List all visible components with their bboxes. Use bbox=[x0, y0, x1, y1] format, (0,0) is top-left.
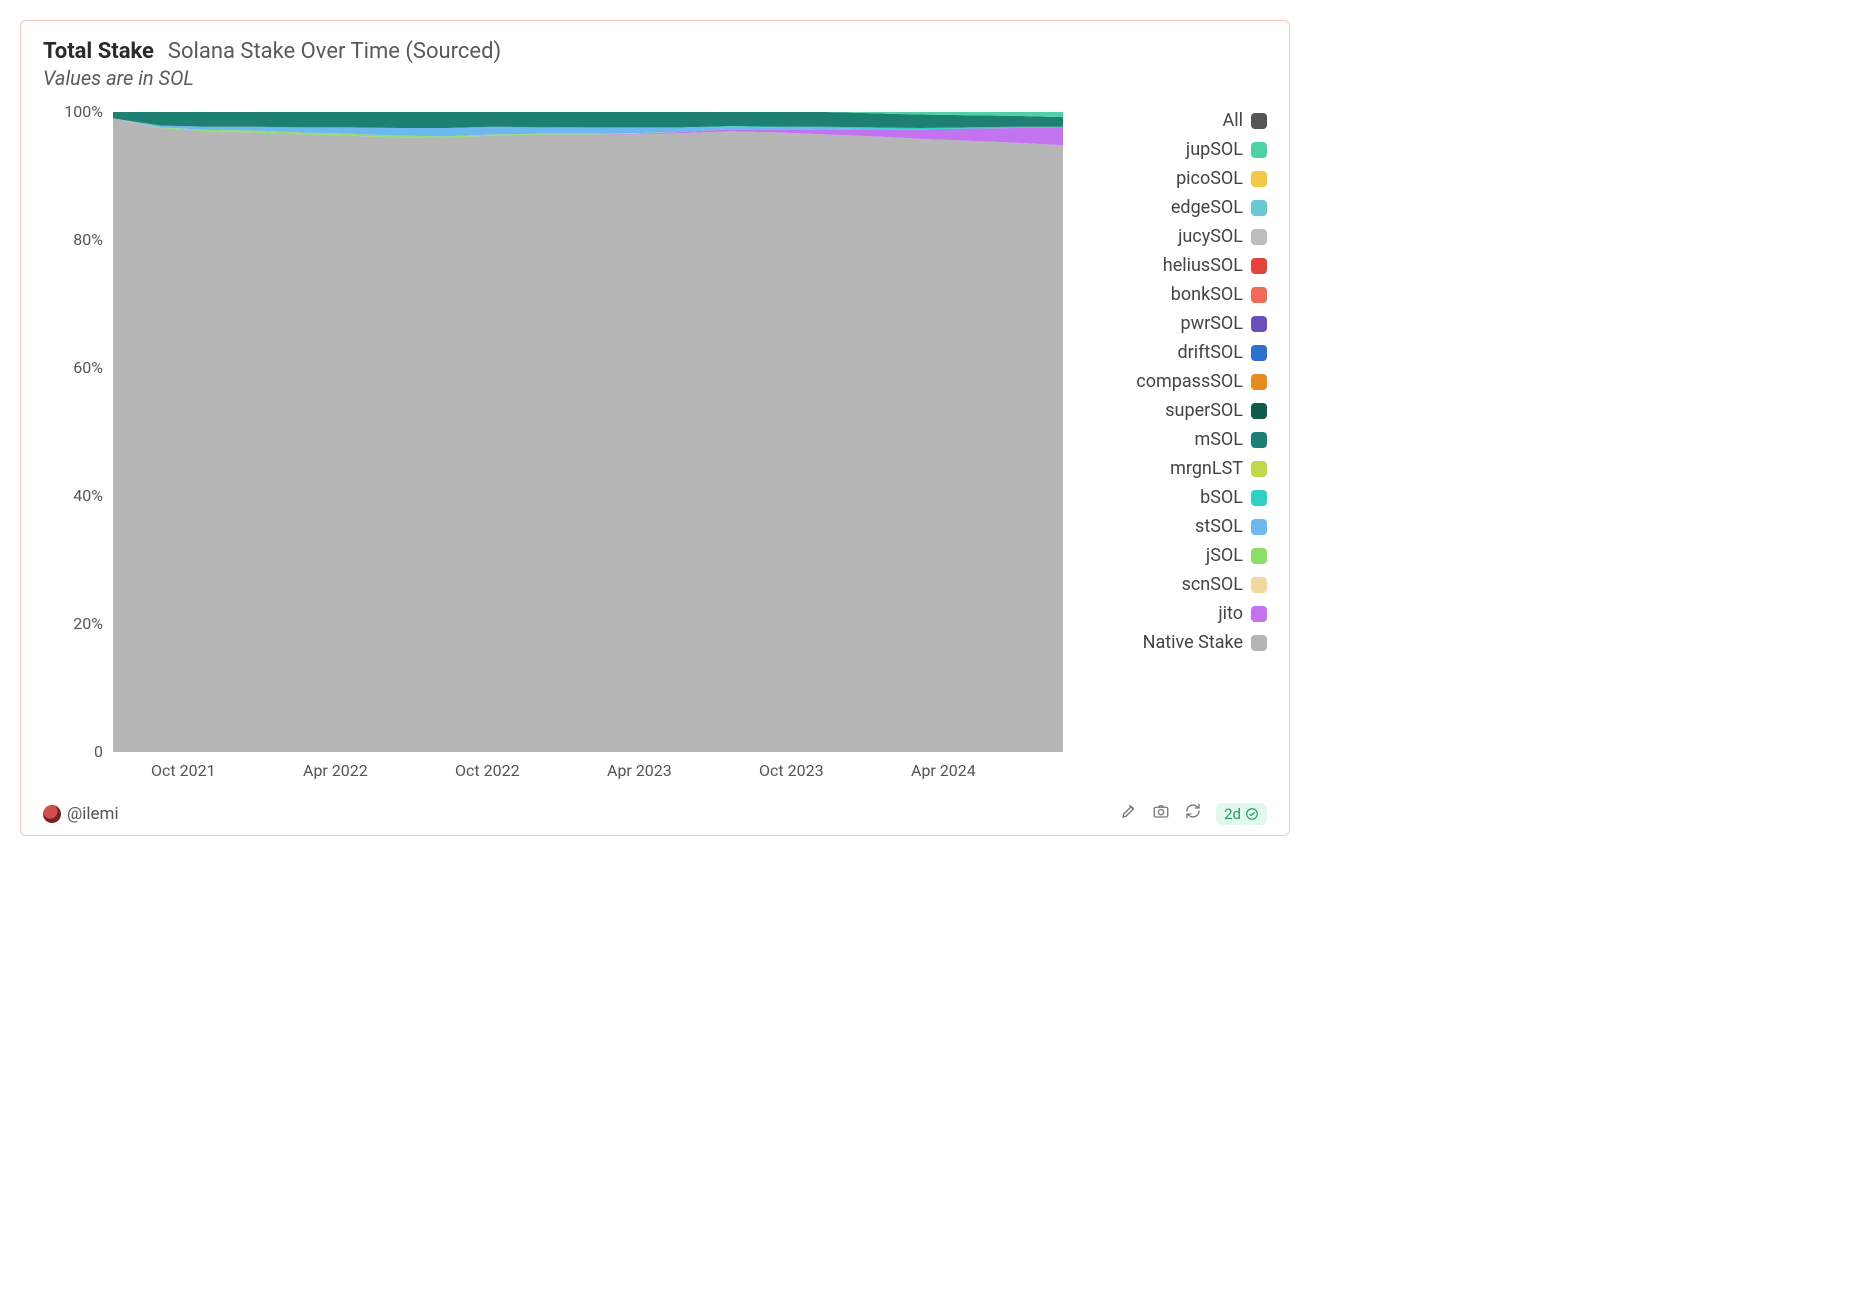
legend-swatch bbox=[1251, 200, 1267, 216]
legend-item[interactable]: jupSOL bbox=[1083, 139, 1267, 160]
legend-item[interactable]: bonkSOL bbox=[1083, 284, 1267, 305]
x-axis-tick-label: Apr 2023 bbox=[607, 761, 672, 780]
legend-swatch bbox=[1251, 461, 1267, 477]
stacked-area-chart: 0 20% 40% 60% 80% 100% Oct 2021 Apr 2022 Oct 202… bbox=[43, 102, 1073, 792]
legend-item[interactable]: jito bbox=[1083, 603, 1267, 624]
title-main: Total Stake bbox=[43, 39, 154, 64]
author-avatar-icon bbox=[43, 805, 61, 823]
legend-swatch bbox=[1251, 577, 1267, 593]
y-axis-tick-label: 80% bbox=[73, 230, 103, 249]
legend-label: jucySOL bbox=[1178, 226, 1243, 247]
legend-label: scnSOL bbox=[1182, 574, 1243, 595]
camera-icon[interactable] bbox=[1152, 802, 1170, 825]
footer-actions: 2d bbox=[1120, 802, 1267, 825]
legend-item[interactable]: driftSOL bbox=[1083, 342, 1267, 363]
y-axis-tick-label: 20% bbox=[73, 614, 103, 633]
legend-label: jSOL bbox=[1206, 545, 1243, 566]
x-axis-tick-label: Oct 2021 bbox=[151, 761, 216, 780]
legend-swatch bbox=[1251, 606, 1267, 622]
legend-label: picoSOL bbox=[1176, 168, 1243, 189]
y-axis-tick-label: 40% bbox=[73, 486, 103, 505]
legend: All jupSOL picoSOL edgeSOL jucySOL heliusSOL b… bbox=[1073, 102, 1267, 796]
legend-item[interactable]: compassSOL bbox=[1083, 371, 1267, 392]
legend-swatch bbox=[1251, 519, 1267, 535]
legend-label: compassSOL bbox=[1136, 371, 1243, 392]
legend-item[interactable]: Native Stake bbox=[1083, 632, 1267, 653]
legend-item[interactable]: jucySOL bbox=[1083, 226, 1267, 247]
x-axis-tick-label: Apr 2024 bbox=[911, 761, 976, 780]
legend-item[interactable]: mSOL bbox=[1083, 429, 1267, 450]
title-sub: Solana Stake Over Time (Sourced) bbox=[168, 39, 501, 64]
y-axis-tick-label: 0 bbox=[94, 742, 103, 761]
legend-item[interactable]: picoSOL bbox=[1083, 168, 1267, 189]
legend-label: mSOL bbox=[1194, 429, 1243, 450]
legend-item[interactable]: heliusSOL bbox=[1083, 255, 1267, 276]
legend-item[interactable]: All bbox=[1083, 110, 1267, 131]
legend-label: mrgnLST bbox=[1170, 458, 1243, 479]
chart-row: 0 20% 40% 60% 80% 100% Oct 2021 Apr 2022 Oct 202… bbox=[43, 102, 1267, 796]
data-age-label: 2d bbox=[1224, 805, 1241, 823]
legend-swatch bbox=[1251, 403, 1267, 419]
x-axis-tick-label: Oct 2022 bbox=[455, 761, 520, 780]
legend-item[interactable]: jSOL bbox=[1083, 545, 1267, 566]
author-link[interactable]: @ilemi bbox=[43, 804, 119, 824]
check-circle-icon bbox=[1245, 807, 1259, 821]
legend-label: All bbox=[1223, 110, 1244, 131]
legend-label: driftSOL bbox=[1177, 342, 1243, 363]
author-handle: @ilemi bbox=[67, 804, 119, 824]
chart-area: 0 20% 40% 60% 80% 100% Oct 2021 Apr 2022 Oct 202… bbox=[43, 102, 1073, 796]
legend-swatch bbox=[1251, 316, 1267, 332]
legend-swatch bbox=[1251, 229, 1267, 245]
legend-item[interactable]: mrgnLST bbox=[1083, 458, 1267, 479]
legend-swatch bbox=[1251, 258, 1267, 274]
card-footer: @ilemi 2d bbox=[43, 802, 1267, 825]
chart-card: Total Stake Solana Stake Over Time (Sour… bbox=[20, 20, 1290, 836]
legend-swatch bbox=[1251, 490, 1267, 506]
legend-swatch bbox=[1251, 374, 1267, 390]
area-series bbox=[113, 118, 1063, 752]
legend-swatch bbox=[1251, 635, 1267, 651]
legend-label: heliusSOL bbox=[1163, 255, 1243, 276]
legend-item[interactable]: scnSOL bbox=[1083, 574, 1267, 595]
legend-item[interactable]: edgeSOL bbox=[1083, 197, 1267, 218]
legend-label: bSOL bbox=[1200, 487, 1243, 508]
chart-header: Total Stake Solana Stake Over Time (Sour… bbox=[43, 39, 1267, 64]
legend-label: jito bbox=[1218, 603, 1243, 624]
subtitle: Values are in SOL bbox=[43, 66, 1267, 90]
edit-icon[interactable] bbox=[1120, 802, 1138, 825]
legend-swatch bbox=[1251, 171, 1267, 187]
legend-label: superSOL bbox=[1165, 400, 1243, 421]
legend-item[interactable]: bSOL bbox=[1083, 487, 1267, 508]
refresh-icon[interactable] bbox=[1184, 802, 1202, 825]
legend-label: stSOL bbox=[1195, 516, 1243, 537]
x-axis-tick-label: Apr 2022 bbox=[303, 761, 368, 780]
y-axis-tick-label: 100% bbox=[64, 102, 103, 121]
legend-item[interactable]: stSOL bbox=[1083, 516, 1267, 537]
legend-swatch bbox=[1251, 142, 1267, 158]
legend-label: jupSOL bbox=[1186, 139, 1243, 160]
y-axis-tick-label: 60% bbox=[73, 358, 103, 377]
legend-label: bonkSOL bbox=[1171, 284, 1243, 305]
legend-label: pwrSOL bbox=[1181, 313, 1244, 334]
legend-item[interactable]: pwrSOL bbox=[1083, 313, 1267, 334]
legend-label: edgeSOL bbox=[1171, 197, 1243, 218]
legend-swatch bbox=[1251, 345, 1267, 361]
data-age-badge[interactable]: 2d bbox=[1216, 803, 1267, 825]
legend-swatch bbox=[1251, 432, 1267, 448]
legend-swatch bbox=[1251, 548, 1267, 564]
legend-swatch bbox=[1251, 287, 1267, 303]
legend-item[interactable]: superSOL bbox=[1083, 400, 1267, 421]
legend-label: Native Stake bbox=[1143, 632, 1243, 653]
x-axis-tick-label: Oct 2023 bbox=[759, 761, 824, 780]
legend-swatch bbox=[1251, 113, 1267, 129]
